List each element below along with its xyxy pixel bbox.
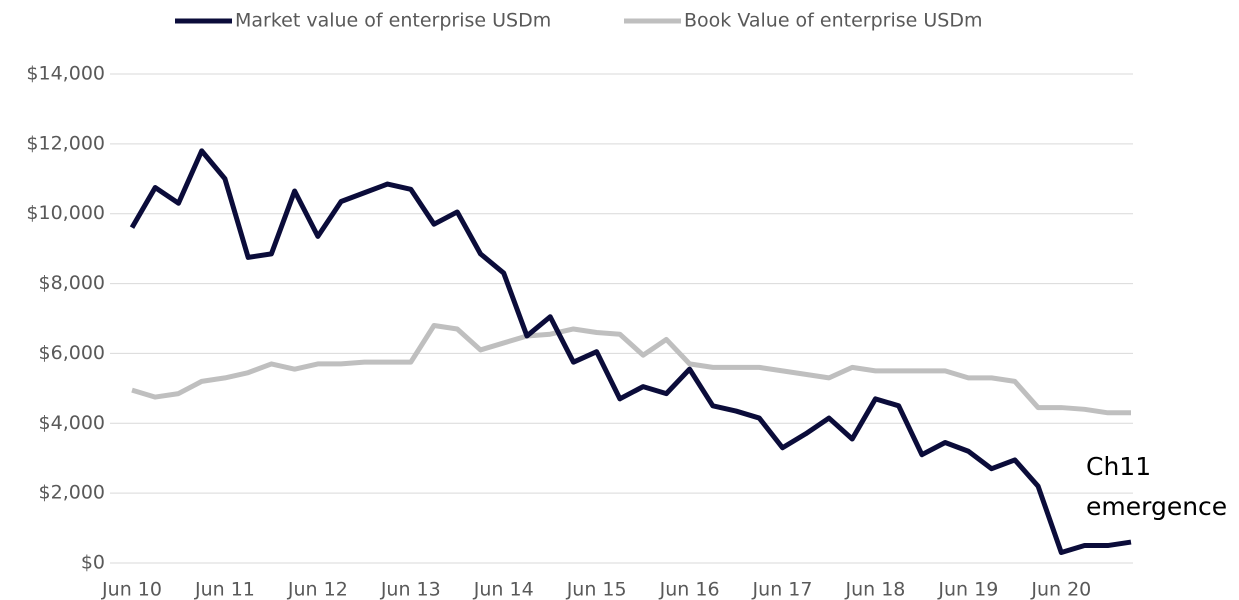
series-line <box>129 148 1132 556</box>
y-tick-label: $2,000 <box>39 482 105 504</box>
x-tick-label: Jun 13 <box>380 579 441 600</box>
x-tick-label: Jun 10 <box>101 579 162 600</box>
series-line <box>131 322 1131 416</box>
x-tick-label: Jun 12 <box>287 579 348 600</box>
y-tick-label: $12,000 <box>26 132 105 154</box>
x-tick-label: Jun 14 <box>473 579 534 600</box>
annotation: emergence <box>1086 492 1227 521</box>
x-tick-label: Jun 16 <box>659 579 720 600</box>
x-tick-label: Jun 17 <box>752 579 813 600</box>
y-tick-label: $6,000 <box>39 342 105 364</box>
legend-label: Market value of enterprise USDm <box>235 10 551 32</box>
y-tick-label: $14,000 <box>26 63 105 85</box>
y-tick-label: $0 <box>81 552 105 574</box>
x-tick-label: Jun 15 <box>566 579 627 600</box>
x-tick-label: Jun 11 <box>194 579 255 600</box>
y-tick-label: $8,000 <box>39 272 105 294</box>
annotation: Ch11 <box>1086 452 1151 481</box>
x-tick-label: Jun 19 <box>937 579 998 600</box>
y-tick-label: $4,000 <box>39 412 105 434</box>
y-tick-label: $10,000 <box>26 202 105 224</box>
legend-label: Book Value of enterprise USDm <box>684 10 982 32</box>
x-tick-label: Jun 18 <box>844 579 905 600</box>
x-tick-label: Jun 20 <box>1030 579 1091 600</box>
